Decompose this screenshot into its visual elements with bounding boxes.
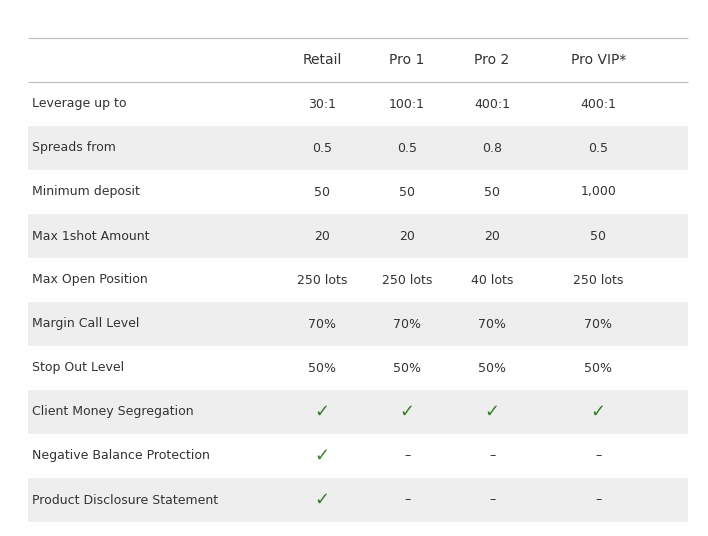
Text: 0.5: 0.5 [588, 142, 608, 154]
Bar [28, 302, 688, 346]
Text: 50: 50 [399, 185, 415, 198]
Text: 250 lots: 250 lots [573, 273, 624, 287]
Text: 0.5: 0.5 [312, 142, 332, 154]
Text: 50: 50 [484, 185, 500, 198]
Text: 50: 50 [590, 229, 606, 242]
Text: Negative Balance Protection: Negative Balance Protection [32, 450, 210, 463]
Text: 70%: 70% [584, 317, 612, 331]
Text: ✓: ✓ [590, 403, 606, 421]
Text: 400:1: 400:1 [474, 98, 510, 110]
Text: 50%: 50% [308, 361, 336, 375]
Bar [28, 214, 688, 258]
Text: ✓: ✓ [399, 403, 415, 421]
Text: 400:1: 400:1 [581, 98, 616, 110]
Text: 30:1: 30:1 [308, 98, 336, 110]
Text: –: – [595, 450, 601, 463]
Text: 70%: 70% [478, 317, 506, 331]
Text: 0.5: 0.5 [397, 142, 417, 154]
Text: 50%: 50% [393, 361, 421, 375]
Text: Minimum deposit: Minimum deposit [32, 185, 140, 198]
Text: 50%: 50% [478, 361, 506, 375]
Text: Pro VIP*: Pro VIP* [571, 53, 626, 67]
Text: 100:1: 100:1 [389, 98, 425, 110]
Text: Max 1shot Amount: Max 1shot Amount [32, 229, 149, 242]
Bar [28, 390, 688, 434]
Text: –: – [404, 494, 410, 507]
Text: 20: 20 [399, 229, 415, 242]
Bar [28, 126, 688, 170]
Text: 50: 50 [314, 185, 330, 198]
Text: Product Disclosure Statement: Product Disclosure Statement [32, 494, 218, 507]
Text: 20: 20 [314, 229, 330, 242]
Text: –: – [404, 450, 410, 463]
Text: Max Open Position: Max Open Position [32, 273, 148, 287]
Text: Spreads from: Spreads from [32, 142, 116, 154]
Text: 1,000: 1,000 [581, 185, 616, 198]
Text: ✓: ✓ [314, 447, 330, 465]
Text: ✓: ✓ [314, 491, 330, 509]
Text: 0.8: 0.8 [482, 142, 502, 154]
Text: Retail: Retail [302, 53, 342, 67]
Text: 40 lots: 40 lots [471, 273, 513, 287]
Text: –: – [489, 450, 495, 463]
Text: 250 lots: 250 lots [382, 273, 433, 287]
Text: Margin Call Level: Margin Call Level [32, 317, 139, 331]
Text: Leverage up to: Leverage up to [32, 98, 127, 110]
Text: Pro 1: Pro 1 [389, 53, 425, 67]
Text: ✓: ✓ [314, 403, 330, 421]
Text: 70%: 70% [308, 317, 336, 331]
Text: 50%: 50% [584, 361, 612, 375]
Text: Client Money Segregation: Client Money Segregation [32, 406, 193, 419]
Text: –: – [595, 494, 601, 507]
Text: 20: 20 [484, 229, 500, 242]
Text: Stop Out Level: Stop Out Level [32, 361, 124, 375]
Bar [28, 478, 688, 522]
Text: ✓: ✓ [314, 535, 330, 536]
Text: ✓: ✓ [484, 403, 500, 421]
Text: Pro 2: Pro 2 [474, 53, 510, 67]
Text: 70%: 70% [393, 317, 421, 331]
Text: 250 lots: 250 lots [297, 273, 348, 287]
Text: –: – [489, 494, 495, 507]
